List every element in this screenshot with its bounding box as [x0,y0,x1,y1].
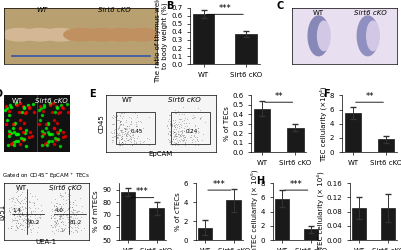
Bar [198,228,212,240]
Text: Sirt6 cKO: Sirt6 cKO [49,185,81,191]
Text: 90.2: 90.2 [28,220,40,225]
Text: ***: *** [136,186,149,196]
Text: C: C [277,1,284,11]
Text: Ly51: Ly51 [0,204,5,220]
Bar [304,229,318,240]
Circle shape [84,28,118,41]
Circle shape [43,28,77,41]
Text: Sirt6 cKO: Sirt6 cKO [98,7,131,13]
Ellipse shape [357,16,378,56]
Text: Sirt6 cKO: Sirt6 cKO [168,97,201,103]
Bar [227,200,241,240]
Text: ***: *** [213,180,226,189]
Bar [193,14,214,64]
Text: D: D [0,88,2,99]
Y-axis label: cTEC cellularity (× 10⁴): cTEC cellularity (× 10⁴) [316,171,324,250]
Ellipse shape [308,16,329,56]
Ellipse shape [367,21,379,50]
Text: WT: WT [12,98,23,104]
Circle shape [125,28,159,41]
Bar [275,199,289,240]
Y-axis label: % of TECs: % of TECs [224,106,230,141]
Bar [121,192,135,250]
Bar [378,139,395,152]
Circle shape [23,28,57,41]
Text: 81.2: 81.2 [70,220,82,225]
Text: Gated on CD45$^-$EpCAM$^+$ TECs: Gated on CD45$^-$EpCAM$^+$ TECs [2,171,91,181]
Text: B: B [166,1,173,11]
Text: UEA-1: UEA-1 [36,239,57,245]
Text: 0.45: 0.45 [131,130,143,134]
Text: F: F [323,88,329,99]
Text: **: ** [365,92,374,101]
Text: 4.0: 4.0 [55,208,64,213]
Circle shape [2,28,36,41]
Y-axis label: % of cTECs: % of cTECs [175,192,181,231]
Bar [254,109,271,152]
Text: WT: WT [122,97,133,103]
Text: EpCAM: EpCAM [148,151,173,157]
Bar [344,113,361,152]
Text: Sirt6 cKO: Sirt6 cKO [35,98,68,104]
Bar [287,128,304,152]
Bar [381,208,395,240]
Y-axis label: % of mTECs: % of mTECs [93,191,99,232]
Text: CD45: CD45 [99,114,105,133]
Text: H: H [256,176,265,186]
Circle shape [105,28,138,41]
Text: 0.24: 0.24 [186,130,198,134]
Text: WT: WT [37,7,48,13]
Text: WT: WT [313,10,324,16]
Bar [235,34,257,64]
Text: ***: *** [219,4,231,13]
Text: ***: *** [290,180,303,189]
Ellipse shape [318,21,330,50]
Text: WT: WT [15,185,26,191]
Text: **: ** [275,92,283,101]
Text: 1.4: 1.4 [12,208,21,213]
Y-axis label: The ratio of thymus weight
to body weight (%): The ratio of thymus weight to body weigh… [155,0,168,83]
Y-axis label: TEC cellularity (×10⁴): TEC cellularity (×10⁴) [320,86,327,162]
Text: E: E [89,88,96,99]
Bar [150,208,164,250]
Y-axis label: mTEC cellularity (× 10⁵): mTEC cellularity (× 10⁵) [251,169,258,250]
Text: Sirt6 cKO: Sirt6 cKO [354,10,387,16]
Circle shape [64,28,97,41]
Bar [352,208,367,240]
